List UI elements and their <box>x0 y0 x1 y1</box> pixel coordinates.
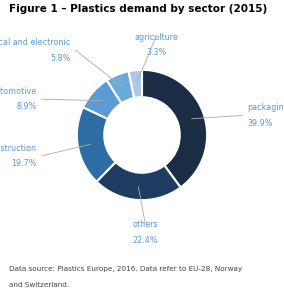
Text: automotive: automotive <box>0 87 36 96</box>
Text: packaging: packaging <box>248 103 284 112</box>
Text: 8.9%: 8.9% <box>16 102 36 111</box>
Text: 3.3%: 3.3% <box>146 48 166 57</box>
Wedge shape <box>142 70 207 188</box>
Text: agriculture: agriculture <box>134 33 178 42</box>
Text: 5.8%: 5.8% <box>50 54 70 63</box>
Text: 39.9%: 39.9% <box>248 119 273 128</box>
Wedge shape <box>83 80 122 119</box>
Text: 19.7%: 19.7% <box>11 159 36 168</box>
Wedge shape <box>107 71 134 103</box>
Wedge shape <box>129 70 142 98</box>
Text: Figure 1 – Plastics demand by sector (2015): Figure 1 – Plastics demand by sector (20… <box>9 4 267 14</box>
Text: others: others <box>132 220 158 230</box>
Wedge shape <box>97 162 181 200</box>
Text: electrical and electronic: electrical and electronic <box>0 38 70 47</box>
Text: 22.4%: 22.4% <box>133 236 158 245</box>
Text: Data source: Plastics Europe, 2016. Data refer to EU-28, Norway: Data source: Plastics Europe, 2016. Data… <box>9 266 242 272</box>
Text: construction: construction <box>0 144 36 153</box>
Wedge shape <box>77 107 116 182</box>
Text: and Switzerland.: and Switzerland. <box>9 282 69 288</box>
